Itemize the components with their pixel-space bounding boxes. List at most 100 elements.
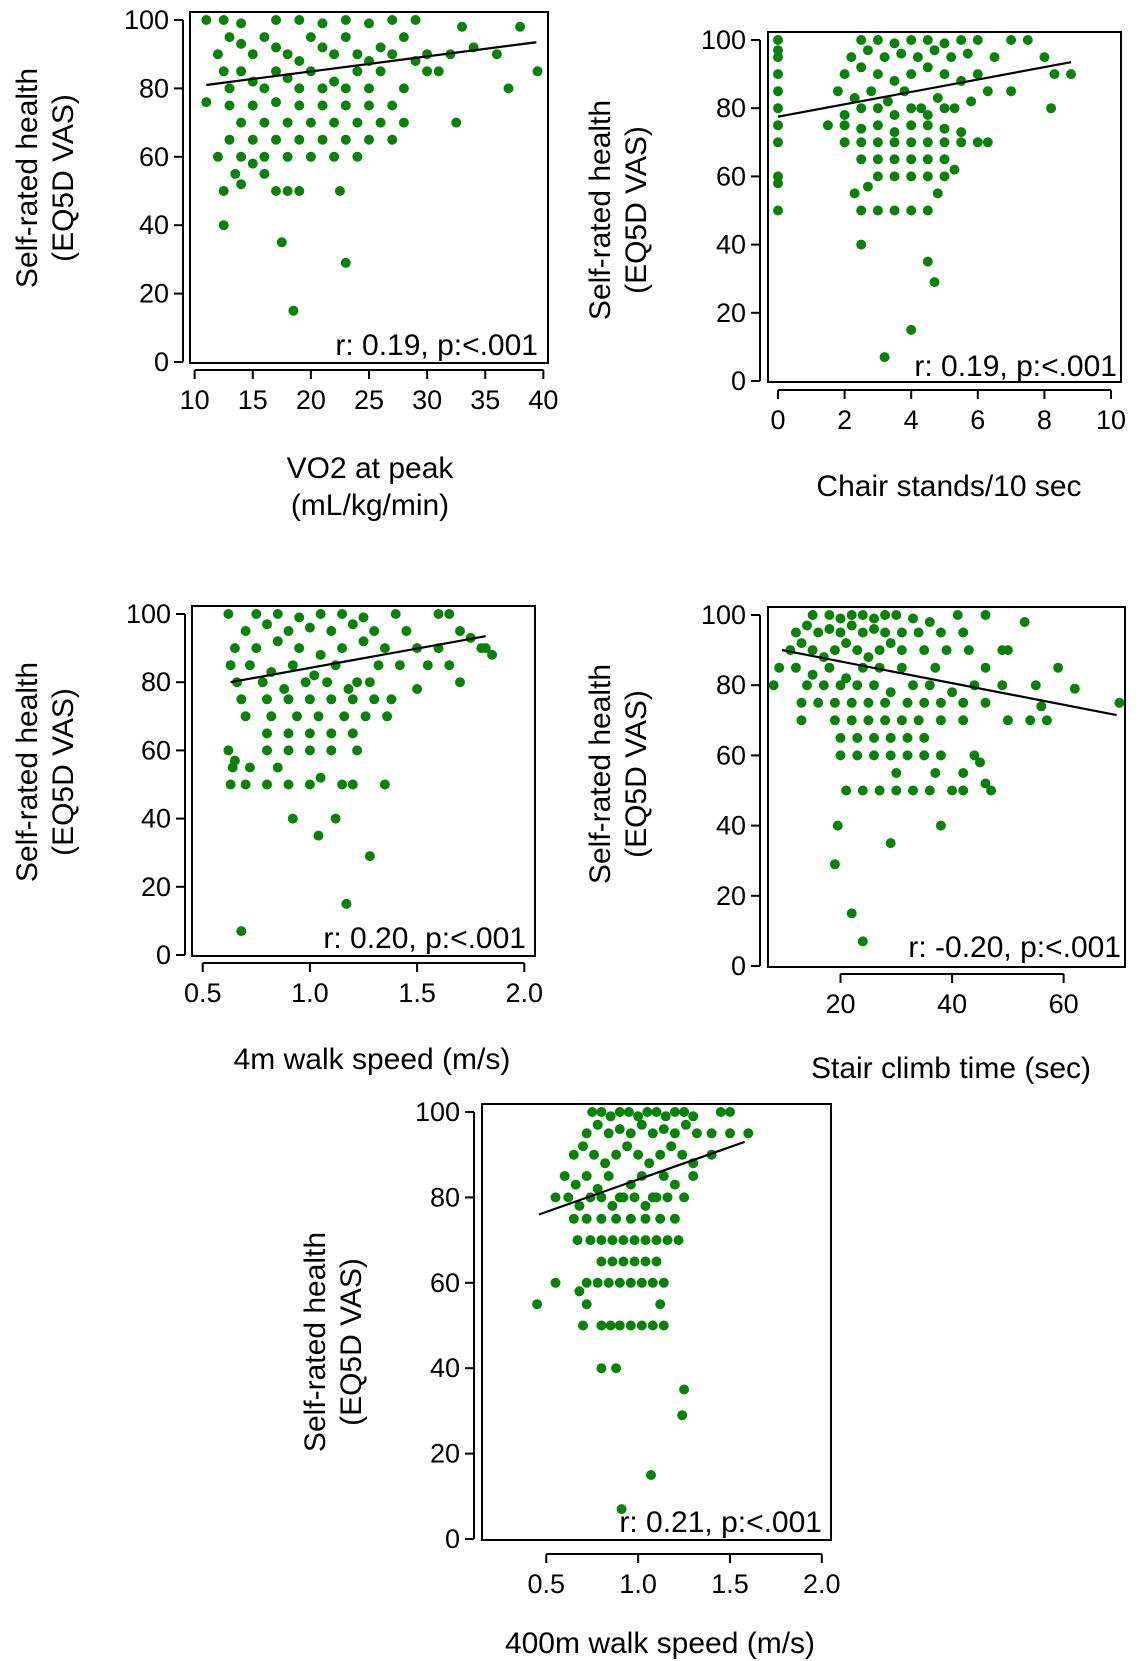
data-point [922, 137, 933, 148]
data-point [326, 745, 337, 756]
data-point [457, 21, 467, 32]
data-point [856, 205, 867, 216]
data-point [230, 168, 241, 179]
data-point [906, 103, 917, 114]
data-point [773, 86, 783, 97]
y-tick-label: 100 [126, 599, 171, 629]
x-tick-label: 1.0 [291, 978, 329, 1008]
data-point [294, 15, 305, 25]
data-point [715, 1107, 726, 1117]
data-point [841, 785, 852, 796]
regression-line [781, 649, 1117, 717]
data-point [872, 120, 883, 131]
data-point [224, 134, 235, 145]
data-point [972, 35, 983, 45]
data-point [262, 694, 272, 705]
data-point [412, 684, 423, 694]
x-tick-label: 60 [1049, 989, 1079, 1019]
data-point [913, 715, 924, 726]
x-tick-label: 1.0 [619, 1569, 657, 1599]
data-point [294, 612, 305, 623]
data-point [294, 83, 305, 94]
data-point [807, 645, 818, 656]
x-axis-title-line2: (mL/kg/min) [291, 489, 449, 522]
data-point [768, 680, 779, 691]
data-point [773, 69, 783, 80]
data-point [271, 186, 281, 196]
data-point [283, 779, 294, 790]
data-point [618, 1235, 629, 1246]
data-point [935, 627, 946, 638]
data-point [636, 1119, 647, 1130]
data-point [585, 1235, 596, 1246]
data-point [607, 1256, 618, 1267]
data-point [1002, 715, 1013, 726]
data-point [896, 48, 907, 59]
data-point [773, 178, 783, 189]
data-point [247, 158, 258, 169]
data-point [889, 75, 900, 86]
data-point [902, 697, 913, 708]
data-point [949, 103, 960, 114]
data-point [271, 97, 281, 108]
data-point [340, 134, 351, 145]
data-point [596, 1363, 607, 1374]
data-point [618, 1192, 629, 1203]
data-point [879, 52, 890, 63]
data-point [972, 137, 983, 148]
data-point [398, 32, 409, 43]
data-point [340, 32, 351, 43]
data-point [337, 779, 348, 790]
data-point [832, 86, 843, 97]
data-point [279, 684, 290, 694]
data-point [225, 660, 236, 671]
data-point [846, 52, 857, 63]
data-point [304, 745, 315, 756]
data-point [629, 1235, 640, 1246]
data-point [358, 636, 369, 647]
data-point [958, 715, 969, 726]
data-point [980, 662, 991, 673]
data-point [997, 680, 1008, 691]
data-point [304, 779, 315, 790]
data-point [487, 649, 498, 660]
data-point [572, 1235, 583, 1246]
data-point [317, 100, 328, 111]
data-point [317, 83, 328, 94]
data-point [902, 750, 913, 761]
data-point [818, 680, 829, 691]
data-point [272, 762, 283, 773]
data-point [969, 750, 980, 761]
data-point [387, 15, 398, 25]
data-point [309, 670, 320, 681]
data-point [375, 66, 386, 77]
data-point [829, 859, 840, 870]
data-point [646, 1470, 656, 1480]
data-point [390, 609, 401, 619]
data-point [952, 610, 963, 620]
data-point [603, 1128, 614, 1139]
data-point [889, 171, 900, 182]
data-point [857, 785, 868, 796]
data-point [240, 779, 251, 790]
data-point [568, 1149, 579, 1160]
data-point [633, 1149, 644, 1160]
data-point [644, 1158, 655, 1169]
x-tick-label: 40 [937, 989, 967, 1019]
data-point [330, 813, 341, 824]
data-point [398, 117, 409, 128]
data-point [326, 626, 337, 636]
data-point [963, 645, 974, 656]
data-point [846, 908, 857, 919]
data-point [935, 715, 946, 726]
data-point [224, 100, 235, 111]
data-point [622, 1141, 633, 1152]
data-point [862, 45, 873, 56]
data-point [629, 1192, 640, 1203]
scatter-panel-chair-stands: Self-rated health (EQ5D VAS) Chair stand… [584, 25, 1126, 503]
data-point [282, 151, 293, 162]
data-point [856, 35, 867, 45]
data-point [337, 643, 348, 654]
y-tick-label: 100 [701, 600, 746, 630]
x-tick-label: 25 [354, 385, 384, 415]
